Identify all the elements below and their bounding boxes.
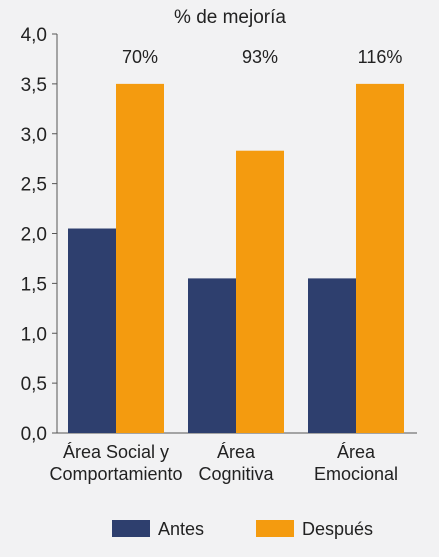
category-label: Área bbox=[217, 442, 256, 462]
legend-swatch bbox=[256, 520, 294, 537]
y-tick-label: 3,5 bbox=[21, 75, 47, 96]
category-label: Comportamiento bbox=[49, 464, 182, 484]
y-tick-label: 2,5 bbox=[21, 175, 47, 196]
bar-antes-3 bbox=[308, 278, 356, 433]
category-label: Cognitiva bbox=[198, 464, 274, 484]
improvement-label: 116% bbox=[358, 47, 403, 67]
y-tick-label: 1,5 bbox=[21, 274, 47, 295]
bar-antes-1 bbox=[68, 228, 116, 433]
bar-despus-1 bbox=[116, 83, 164, 433]
category-label: Área bbox=[337, 442, 376, 462]
y-tick-label: 3,0 bbox=[21, 125, 47, 146]
chart-title: % de mejoría bbox=[174, 7, 286, 28]
y-tick-label: 1,0 bbox=[21, 324, 47, 345]
category-label: Emocional bbox=[314, 464, 398, 484]
legend-label: Después bbox=[302, 519, 373, 539]
bar-despus-3 bbox=[356, 83, 404, 433]
legend-label: Antes bbox=[158, 519, 204, 539]
y-tick-label: 2,0 bbox=[21, 225, 47, 246]
y-tick-label: 0,5 bbox=[21, 374, 47, 395]
bar-despus-2 bbox=[236, 150, 284, 433]
y-tick-label: 0,0 bbox=[21, 424, 47, 445]
y-tick-label: 4,0 bbox=[21, 25, 47, 46]
legend-swatch bbox=[112, 520, 150, 537]
improvement-label: 70% bbox=[122, 47, 158, 67]
improvement-label: 93% bbox=[242, 47, 278, 67]
bar-antes-2 bbox=[188, 278, 236, 433]
category-label: Área Social y bbox=[63, 442, 169, 462]
